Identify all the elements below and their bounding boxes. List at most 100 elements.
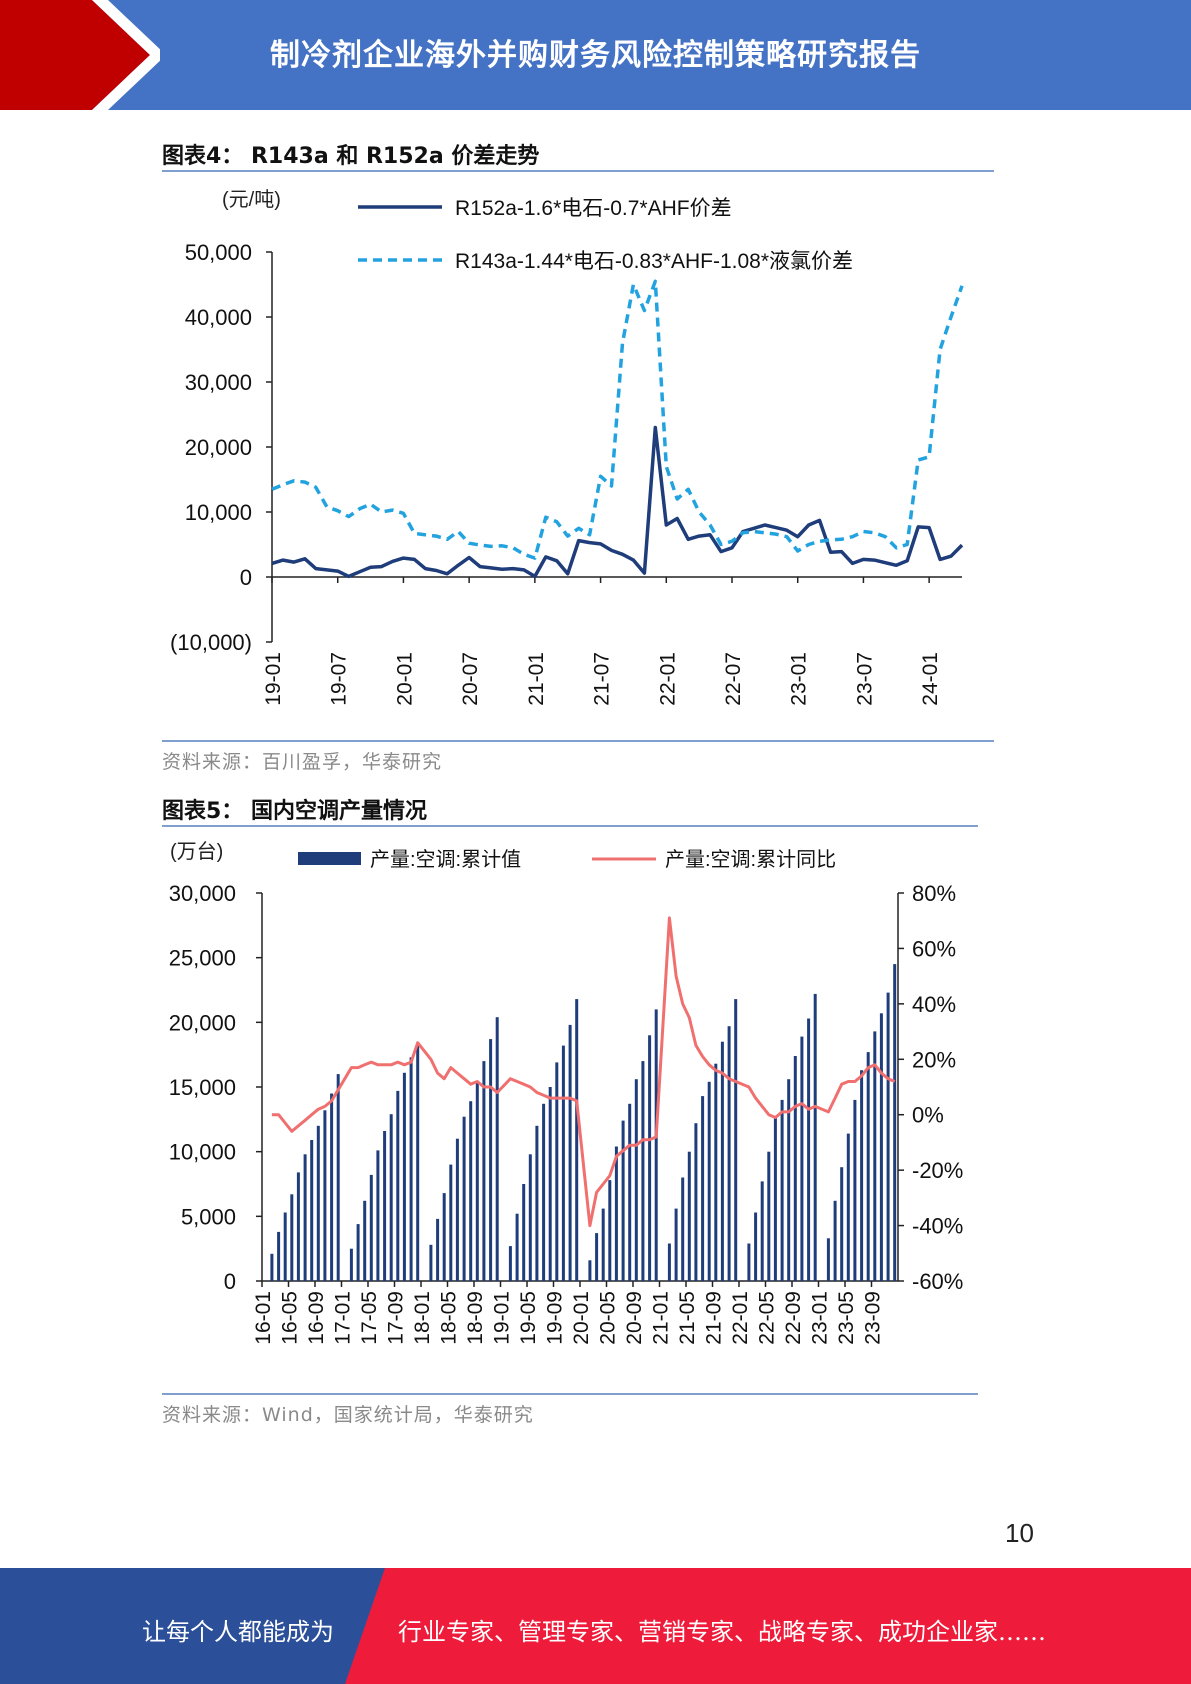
chart5-bar	[701, 1096, 705, 1281]
chart5-bar	[866, 1052, 870, 1281]
figure4-source-rule	[162, 740, 994, 742]
header-white-chevron	[92, 0, 160, 110]
chart5-x-tick-label: 22-01	[729, 1291, 752, 1345]
chart5-bar	[674, 1208, 678, 1281]
figure5-source-rule	[162, 1393, 978, 1395]
chart5-bar	[508, 1246, 512, 1281]
chart5-bar	[442, 1193, 446, 1281]
page-number: 10	[1005, 1518, 1034, 1548]
figure5-title-rule	[162, 825, 978, 827]
chart5-bar	[707, 1081, 711, 1281]
header-title: 制冷剂企业海外并购财务风险控制策略研究报告	[270, 38, 921, 73]
chart5-bar	[475, 1081, 479, 1281]
chart5-y2-tick-label: 40%	[912, 992, 956, 1017]
chart5-x-tick-label: 19-01	[491, 1291, 514, 1345]
chart5-bar	[641, 1061, 645, 1281]
chart5-bar	[469, 1101, 473, 1281]
chart5-bar	[879, 1013, 883, 1281]
chart5-x-tick-label: 17-05	[358, 1291, 381, 1345]
chart5-bar	[634, 1079, 638, 1281]
chart5-bar	[714, 1063, 718, 1281]
chart5-bar	[323, 1110, 327, 1281]
chart4-y-tick-label: 50,000	[185, 240, 252, 265]
chart5-y2-tick-label: 20%	[912, 1047, 956, 1072]
chart5-bar	[303, 1154, 307, 1281]
chart5-bar	[813, 993, 817, 1281]
chart5-x-tick-label: 18-05	[438, 1291, 461, 1345]
chart5-bar	[853, 1099, 857, 1281]
figure4-source: 资料来源：百川盈孚，华泰研究	[162, 751, 443, 773]
footer-blue-band	[0, 1568, 385, 1684]
chart5-bar	[389, 1114, 393, 1281]
chart5-bar	[330, 1093, 334, 1281]
chart5-bar	[568, 1024, 572, 1281]
chart4-x-tick-label: 24-01	[919, 652, 942, 706]
chart4-y-tick-label: 20,000	[185, 435, 252, 460]
chart5-bar	[747, 1243, 751, 1281]
chart5-x-tick-label: 16-09	[305, 1291, 328, 1345]
chart5-bar	[416, 1044, 420, 1281]
chart5-bar	[349, 1248, 353, 1281]
chart5-x-tick-label: 17-09	[385, 1291, 408, 1345]
chart4-y-unit-label: (元/吨)	[222, 188, 281, 211]
chart5-x-tick-label: 19-09	[544, 1291, 567, 1345]
chart5-x-tick-label: 18-01	[411, 1291, 434, 1345]
footer-band	[0, 1568, 1191, 1684]
figure4-title: 图表4： R143a 和 R152a 价差走势	[162, 144, 540, 169]
chart5-yoy-line	[271, 916, 896, 1228]
chart5-y2-tick-label: -40%	[912, 1214, 963, 1239]
chart5-bar	[363, 1200, 367, 1281]
chart5-bar	[773, 1118, 777, 1281]
chart5-bar	[489, 1039, 493, 1281]
chart5-bar	[409, 1057, 413, 1281]
chart5-bar	[614, 1146, 618, 1281]
chart5-bar	[595, 1233, 599, 1281]
chart5-bar	[628, 1103, 632, 1281]
chart5-bar	[429, 1244, 433, 1281]
chart5-bar	[840, 1167, 844, 1281]
chart5-bar	[522, 1184, 526, 1281]
chart5-bar	[316, 1125, 320, 1281]
chart5-bar	[561, 1045, 565, 1281]
chart5-bar	[402, 1072, 406, 1281]
chart5-bar	[455, 1138, 459, 1281]
chart5-x-tick-label: 22-05	[756, 1291, 779, 1345]
chart5-bar	[515, 1213, 519, 1281]
chart5-bar	[754, 1212, 758, 1281]
chart5-y-tick-label: 0	[224, 1269, 236, 1294]
chart5-bar	[462, 1116, 466, 1281]
chart4-series-line-2	[271, 279, 964, 560]
chart5-x-tick-label: 17-01	[332, 1291, 355, 1345]
chart5-x-tick-label: 20-01	[570, 1291, 593, 1345]
chart4-y-tick-label: (10,000)	[170, 630, 252, 655]
chart4-legend-label-1: R152a-1.6*电石-0.7*AHF价差	[455, 197, 732, 220]
chart5-x-tick-label: 19-05	[517, 1291, 540, 1345]
chart4-x-tick-label: 19-01	[262, 652, 285, 706]
chart5-x-tick-label: 23-09	[862, 1291, 885, 1345]
chart5-bar	[667, 1243, 671, 1281]
page-footer	[0, 1568, 1191, 1684]
chart5-bar	[873, 1031, 877, 1281]
chart5-legend-label-line: 产量:空调:累计同比	[665, 848, 836, 871]
chart5-bar	[886, 992, 890, 1281]
chart5-bar	[800, 1036, 804, 1281]
chart5-bar	[449, 1164, 453, 1281]
chart5-bar	[535, 1125, 539, 1281]
chart5-y2-tick-label: 60%	[912, 936, 956, 961]
header-arrow-decoration	[0, 0, 160, 110]
chart5-bar	[396, 1090, 400, 1281]
figure4-title-rule	[162, 170, 994, 172]
chart5-x-tick-label: 16-05	[279, 1291, 302, 1345]
chart4-series-line-1	[271, 425, 964, 579]
chart5-y-unit-label: (万台)	[170, 840, 223, 863]
footer-slogan-right: 行业专家、管理专家、营销专家、战略专家、成功企业家……	[398, 1618, 1046, 1646]
header-red-arrow	[0, 0, 150, 110]
chart5-bar	[601, 1208, 605, 1281]
chart4-y-tick-label: 0	[240, 565, 252, 590]
chart5-bar	[846, 1133, 850, 1281]
chart5-bar	[654, 1009, 658, 1281]
footer-slogan-left: 让每个人都能成为	[142, 1618, 334, 1646]
chart5-bar	[860, 1070, 864, 1281]
chart5-bar	[555, 1062, 559, 1281]
chart5-bar	[648, 1035, 652, 1281]
